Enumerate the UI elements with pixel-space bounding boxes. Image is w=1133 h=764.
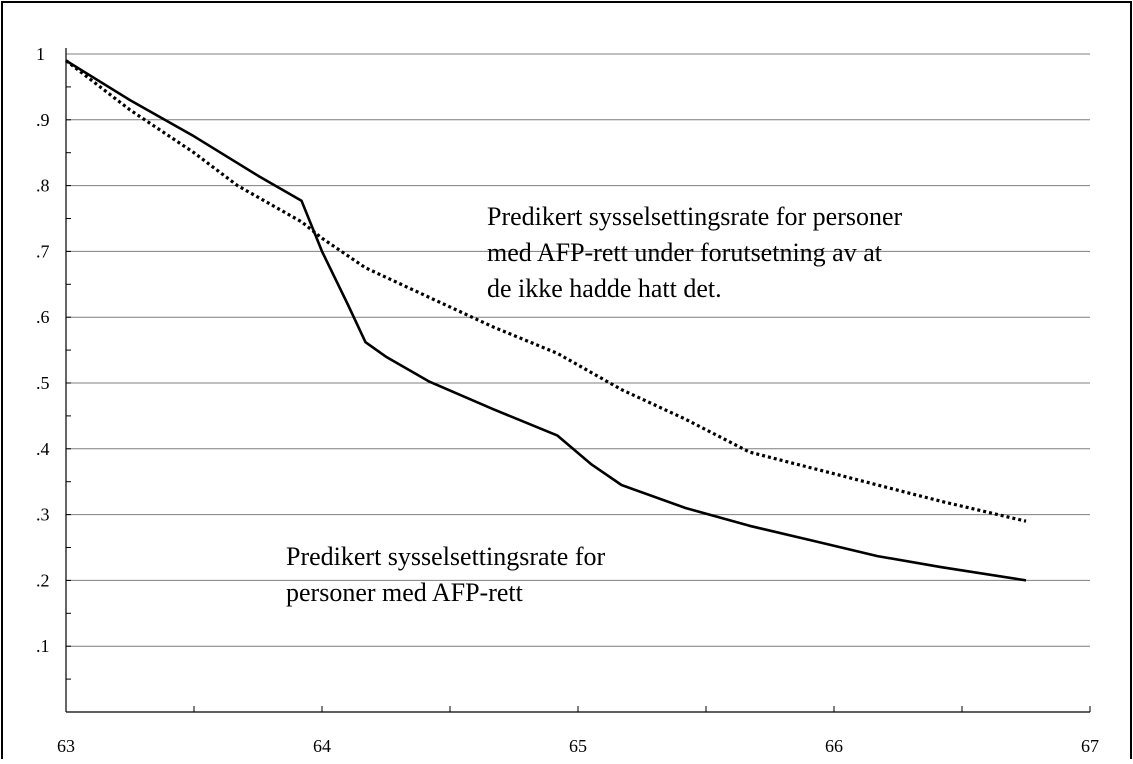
annotation-afp-line-1: Predikert sysselsettingsrate for — [286, 542, 605, 571]
gridlines — [66, 53, 1090, 647]
y-tick-label-3: .4 — [36, 439, 50, 459]
series-lines — [65, 59, 1027, 582]
x-tick-label-1: 64 — [313, 736, 331, 756]
axes — [65, 48, 1091, 713]
x-tick-label-0: 63 — [57, 736, 75, 756]
y-tick-label-1: .2 — [36, 570, 50, 590]
x-tick-label-2: 65 — [569, 736, 587, 756]
annotation-counterfactual-line-1: Predikert sysselsettingsrate for persone… — [487, 202, 903, 231]
y-tick-label-5: .6 — [36, 307, 50, 327]
series-line-dotted — [65, 59, 1027, 523]
y-tick-labels: .1 .2 .3 .4 .5 .6 .7 .8 .9 1 — [36, 44, 50, 656]
y-tick-label-9: 1 — [36, 44, 45, 64]
x-tick-labels: 63 64 65 66 67 — [57, 736, 1099, 756]
y-tick-label-0: .1 — [36, 636, 50, 656]
y-tick-label-2: .3 — [36, 505, 50, 525]
y-tick-label-8: .9 — [36, 110, 50, 130]
x-tick-label-3: 66 — [825, 736, 843, 756]
annotation-afp: Predikert sysselsettingsrate for persone… — [286, 542, 605, 607]
annotation-counterfactual-line-2: med AFP-rett under forutsetning av at — [487, 238, 883, 267]
annotation-counterfactual-line-3: de ikke hadde hatt det. — [487, 274, 722, 303]
y-tick-label-4: .5 — [36, 373, 50, 393]
y-tick-label-7: .8 — [36, 176, 50, 196]
x-tick-label-4: 67 — [1081, 736, 1099, 756]
annotation-counterfactual: Predikert sysselsettingsrate for persone… — [487, 202, 903, 303]
series-line-solid — [65, 59, 1027, 582]
y-tick-label-6: .7 — [36, 241, 50, 261]
annotation-afp-line-2: personer med AFP-rett — [286, 578, 524, 607]
